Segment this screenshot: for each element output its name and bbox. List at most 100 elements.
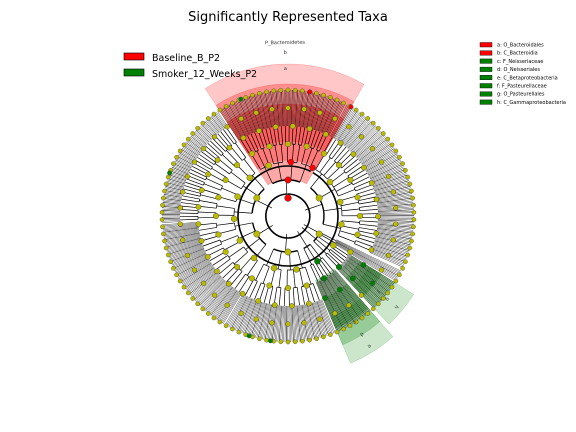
leaf-branch	[283, 90, 286, 127]
tree-branch	[199, 154, 215, 165]
leaf-branch	[211, 115, 224, 130]
leaf-branch	[333, 107, 353, 139]
leaf-node	[292, 87, 298, 93]
tree-branch	[359, 204, 378, 208]
leaf-branch	[293, 305, 297, 342]
tree-branch	[323, 207, 342, 212]
leaf-branch	[164, 188, 183, 194]
tree-branch	[223, 129, 235, 145]
leaf-branch	[163, 227, 199, 233]
tree-branch	[234, 273, 246, 289]
leaf-branch	[173, 163, 190, 172]
leaf-branch	[163, 229, 200, 235]
taxon-node	[215, 194, 222, 201]
taxon-node	[338, 221, 345, 228]
leaf-branch	[200, 124, 214, 139]
leaf-node	[174, 272, 179, 278]
leaf-branch	[340, 264, 381, 302]
tree-branch	[209, 251, 226, 262]
leaf-branch	[162, 226, 199, 232]
leaf-branch	[352, 127, 378, 154]
tree-branch	[277, 126, 280, 145]
taxon-node	[200, 146, 207, 152]
leaf-branch	[255, 302, 265, 338]
leaf-branch	[369, 161, 402, 178]
leaf-branch	[336, 109, 357, 141]
leaf-branch	[296, 90, 301, 127]
leaf-branch	[225, 106, 244, 139]
tree-branch	[269, 127, 274, 146]
taxon-node	[289, 123, 296, 129]
leaf-branch	[376, 230, 413, 237]
tree-branch	[358, 200, 377, 205]
taxon-node	[390, 237, 396, 243]
tree-branch	[218, 229, 236, 235]
tree-branch	[242, 185, 259, 197]
leaf-branch	[331, 105, 349, 138]
clade-legend-swatch	[479, 58, 493, 64]
sector-label-green-inner: e	[366, 342, 372, 349]
leaf-node	[359, 111, 365, 117]
leaf-branch	[172, 164, 190, 173]
leaf-node	[163, 245, 169, 251]
leaf-branch	[178, 153, 195, 163]
taxon-node	[253, 110, 259, 116]
leaf-branch	[189, 136, 204, 149]
taxon-node	[309, 164, 316, 172]
leaf-branch	[328, 275, 360, 321]
tree-branch	[328, 250, 343, 264]
taxon-node	[212, 212, 219, 219]
tree-branch	[331, 247, 347, 259]
leaf-branch	[175, 256, 208, 274]
leaf-node	[321, 92, 326, 98]
tree-branch	[181, 195, 200, 200]
leaf-node	[314, 336, 319, 342]
leaf-branch	[370, 251, 404, 267]
leaf-branch	[274, 90, 279, 127]
leaf-branch	[245, 300, 258, 335]
leaf-branch	[367, 157, 400, 175]
leaf-branch	[368, 158, 401, 176]
leaf-branch	[163, 195, 182, 199]
tree-branch	[240, 139, 251, 155]
clade-arc	[261, 147, 265, 150]
tree-branch	[301, 227, 317, 240]
leaf-branch	[295, 305, 300, 342]
taxon-node	[198, 238, 205, 244]
tree-branch	[210, 140, 224, 154]
leaf-node	[223, 323, 229, 328]
leaf-node	[411, 202, 416, 208]
tree-branch	[261, 129, 268, 148]
leaf-branch	[377, 210, 414, 213]
tree-branch	[340, 201, 359, 207]
tree-branch	[301, 146, 307, 164]
tree-branch	[341, 155, 356, 169]
leaf-branch	[369, 162, 403, 179]
leaf-node	[403, 168, 408, 173]
sector-label-a: a	[284, 66, 287, 72]
taxon-node	[289, 303, 295, 309]
leaf-node	[205, 116, 211, 121]
tree-branch	[246, 260, 258, 276]
leaf-node	[376, 125, 381, 131]
tree-branch	[218, 262, 234, 275]
taxon-node	[250, 254, 258, 262]
taxon-node	[226, 144, 233, 151]
leaf-branch	[334, 242, 398, 279]
tree-branch	[180, 205, 199, 209]
leaf-branch	[194, 131, 208, 145]
taxon-node	[347, 176, 354, 183]
leaf-branch	[174, 160, 191, 170]
tree-branch	[187, 175, 205, 183]
taxon-node	[285, 105, 291, 111]
leaf-branch	[188, 139, 203, 151]
leaf-branch	[193, 132, 207, 145]
leaf-node	[160, 224, 165, 230]
tree-branch	[357, 192, 376, 198]
leaf-branch	[280, 305, 283, 342]
clade-arc	[328, 156, 332, 160]
leaf-branch	[326, 276, 355, 323]
kingdom-arc	[237, 165, 339, 267]
taxon-node	[322, 131, 329, 138]
tree-branch	[351, 172, 368, 183]
